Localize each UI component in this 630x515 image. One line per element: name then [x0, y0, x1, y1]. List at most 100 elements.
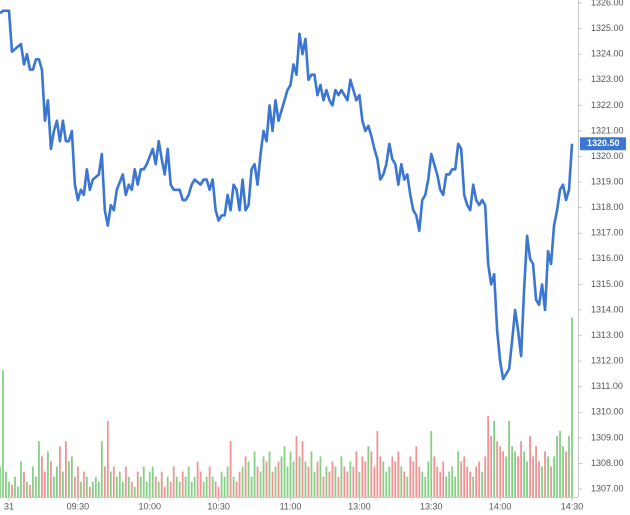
volume-bar: [238, 471, 241, 497]
x-tick-label: 11:00: [280, 501, 302, 511]
volume-bar: [220, 471, 223, 497]
volume-bar: [457, 451, 460, 497]
y-tick-label: 1314.00: [591, 304, 624, 314]
volume-bar: [322, 476, 325, 497]
volume-bar: [17, 486, 19, 497]
x-tick-label: 31: [4, 501, 14, 511]
volume-bar: [29, 484, 31, 497]
volume-bar: [124, 466, 127, 497]
volume-bar: [32, 466, 34, 497]
x-tick-label: 09:30: [67, 501, 90, 511]
y-tick-label: 1310.00: [591, 407, 624, 417]
volume-bar: [463, 456, 466, 497]
volume-bar: [163, 486, 166, 497]
volume-bar: [193, 476, 196, 497]
volume-bar: [20, 461, 22, 497]
y-tick-label: 1315.00: [591, 279, 624, 289]
volume-bar: [169, 481, 172, 497]
volume-bar: [556, 436, 558, 497]
volume-bar: [58, 446, 61, 497]
volume-bar: [409, 456, 412, 497]
volume-bar: [484, 456, 487, 497]
volume-bar: [199, 471, 202, 497]
volume-bar: [490, 436, 493, 497]
volume-bar: [79, 481, 82, 497]
volume-bar: [532, 456, 534, 497]
y-tick-label: 1322.00: [591, 100, 624, 110]
y-tick-label: 1324.00: [591, 49, 624, 59]
volume-bar: [232, 476, 235, 497]
y-tick-label: 1321.00: [591, 125, 624, 135]
volume-bar: [160, 471, 163, 497]
volume-bar: [223, 476, 226, 497]
volume-bar: [289, 451, 292, 497]
volume-bar: [187, 466, 190, 497]
volume-bar: [103, 466, 106, 497]
volume-bar: [166, 476, 169, 497]
volume-bar: [202, 481, 205, 497]
volume-bar: [559, 431, 561, 497]
y-tick-label: 1312.00: [591, 356, 624, 366]
volume-bar: [73, 476, 76, 497]
volume-bar: [307, 466, 310, 497]
volume-bar: [328, 471, 331, 497]
volume-bar: [454, 476, 457, 497]
volume-bar: [406, 476, 409, 497]
volume-bar: [85, 476, 88, 497]
volume-bar: [517, 456, 520, 497]
volume-bar: [115, 476, 118, 497]
volume-bar: [53, 476, 55, 497]
volume-bar: [412, 461, 415, 497]
volume-bar: [244, 456, 247, 497]
volume-bar: [331, 461, 334, 497]
volume-bar: [100, 441, 103, 497]
volume-bar: [304, 461, 307, 497]
volume-bar: [541, 466, 543, 497]
volume-bar: [379, 456, 382, 497]
volume-bar: [334, 466, 337, 497]
volume-bar: [445, 476, 448, 497]
volume-bar: [151, 466, 154, 497]
volume-bar: [139, 476, 142, 497]
volume-bar: [361, 456, 364, 497]
volume-bar: [337, 476, 340, 497]
volume-bar: [535, 446, 537, 497]
volume-bar: [403, 471, 406, 497]
volume-bar: [448, 471, 451, 497]
volume-bar: [235, 481, 238, 497]
volume-bar: [526, 461, 528, 497]
volume-bar: [64, 441, 67, 497]
volume-bar: [91, 481, 94, 497]
volume-bar: [67, 461, 70, 497]
volume-bar: [253, 451, 256, 497]
volume-bar: [286, 466, 289, 497]
volume-bar: [41, 456, 43, 497]
volume-bar: [418, 466, 421, 497]
volume-bar: [130, 481, 133, 497]
volume-bar: [355, 451, 358, 497]
volume-bar: [217, 486, 220, 497]
volume-bar: [568, 436, 570, 497]
volume-bar: [571, 317, 573, 497]
volume-bar: [469, 471, 472, 497]
volume-bar: [175, 476, 178, 497]
volume-bar: [478, 461, 481, 497]
volume-bar: [256, 466, 259, 497]
price-line: [0, 9, 574, 381]
x-tick-label: 10:00: [138, 501, 161, 511]
volume-bar: [316, 461, 319, 497]
volume-bar: [562, 446, 564, 497]
volume-bar: [148, 471, 151, 497]
volume-bar: [178, 481, 181, 497]
volume-bar: [145, 481, 148, 497]
volume-bar: [118, 471, 121, 497]
volume-bar: [487, 415, 490, 497]
volume-bar: [47, 451, 49, 497]
volume-bar: [76, 466, 79, 497]
volume-bar: [343, 466, 346, 497]
volume-bar: [544, 451, 546, 497]
volume-bar: [376, 431, 379, 497]
volume-bar: [520, 441, 522, 497]
volume-bar: [538, 461, 540, 497]
